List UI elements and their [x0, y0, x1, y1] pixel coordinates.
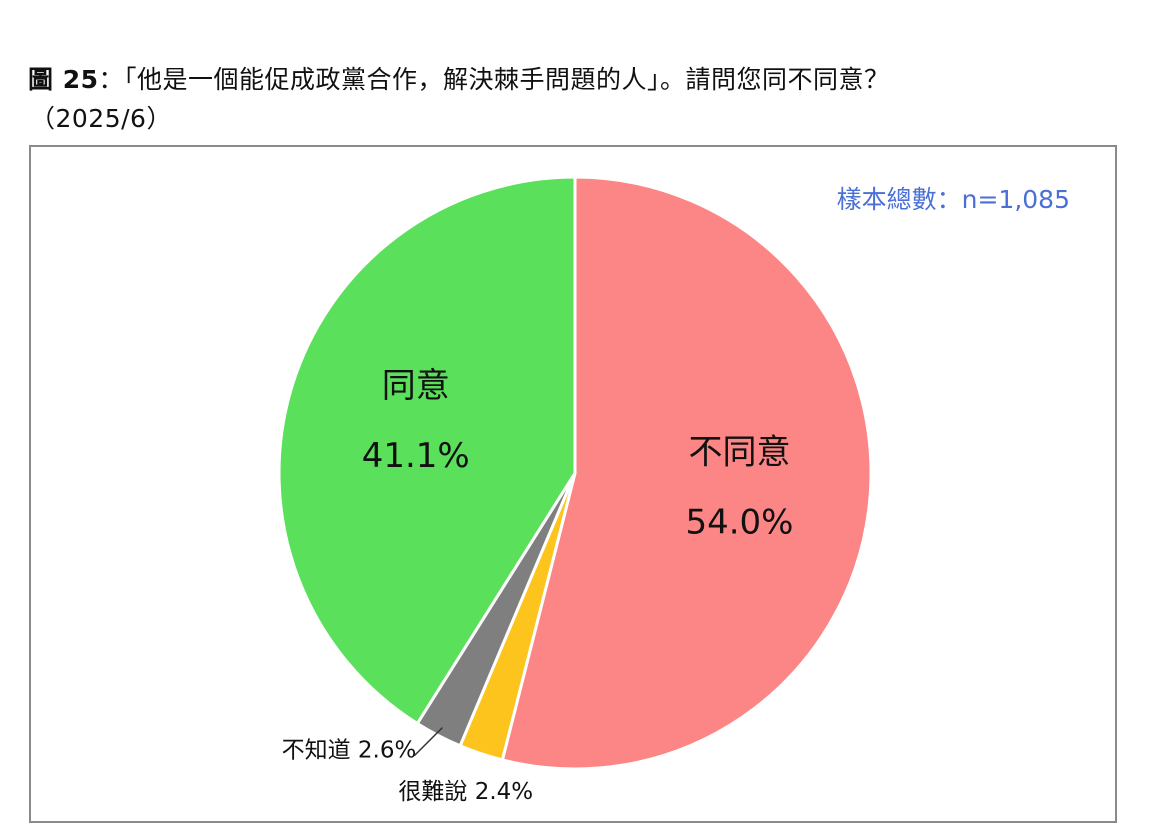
slice-label-1: 很難說 2.4% — [398, 779, 533, 805]
figure-number: 圖 25 — [28, 65, 99, 94]
leader-line-2 — [413, 727, 443, 757]
chart-date: （2025/6） — [30, 104, 172, 133]
slice-label-2: 不知道 2.6% — [282, 738, 417, 764]
slice-label-3: 同意 — [382, 366, 450, 406]
chart-frame — [29, 145, 1117, 823]
pie-slice-0 — [500, 175, 873, 771]
slice-value-3: 41.1% — [362, 436, 470, 476]
pie-labels: 不同意 54.0% 很難說 2.4% 不知道 2.6% 同意 41.1% — [282, 366, 794, 805]
slice-value-0: 54.0% — [685, 502, 793, 542]
slice-label-0: 不同意 — [688, 432, 790, 472]
sample-size-label: 樣本總數：n=1,085 — [836, 185, 1070, 214]
chart-title: 圖 25：「他是一個能促成政黨合作，解決棘手問題的人」。請問您同不同意？ — [28, 60, 890, 96]
pie-slice-3 — [277, 175, 577, 726]
title-text: ：「他是一個能促成政黨合作，解決棘手問題的人」。請問您同不同意？ — [98, 65, 890, 94]
